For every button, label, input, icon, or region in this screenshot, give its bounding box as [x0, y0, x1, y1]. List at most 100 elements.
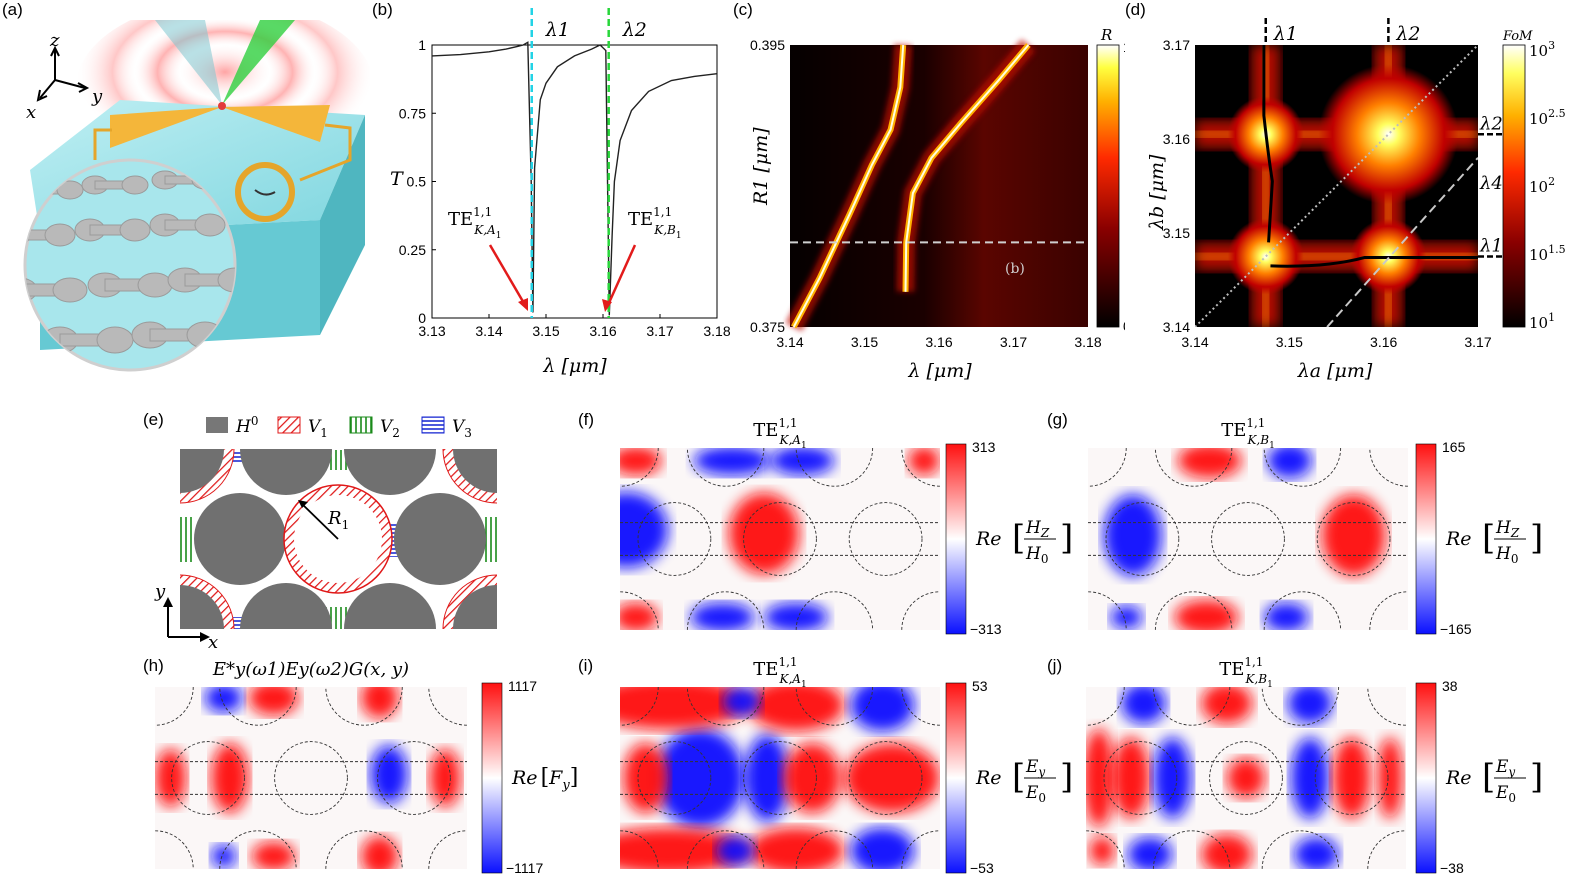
radius-label: R1 — [327, 508, 349, 532]
axis-z-label: z — [49, 30, 60, 51]
geometry-outline — [1316, 502, 1391, 576]
field-lobe — [1377, 737, 1403, 819]
field-lobe — [693, 448, 771, 476]
field-lobe — [211, 743, 249, 813]
chart-b-xtick-label: 3.18 — [703, 323, 730, 339]
chart-b-frame — [431, 44, 718, 319]
field-map-title-j: TE1,1 K,B1 — [1219, 655, 1273, 690]
colorbar-quantity-j: Re — [1445, 767, 1472, 789]
field-lobe — [360, 687, 399, 719]
field-map-f: TE1,1 K,A1 313 −313 Re [] HZ H0 — [620, 416, 1073, 637]
legend-e: H0 V1 V2 V3 — [206, 414, 472, 440]
bracket-close: ] — [1530, 518, 1543, 558]
field-map-title-f: TE1,1 K,A1 — [753, 416, 806, 451]
field-lobe — [748, 687, 844, 732]
chart-b-xtick-label: 3.16 — [589, 323, 616, 339]
field-map-g: TE1,1 K,B1 165 −165 Re [] HZ H0 — [1088, 416, 1543, 637]
chart-d-top-marker-label: λ2 — [1395, 23, 1420, 45]
colorbar-max-i: 53 — [972, 678, 988, 694]
field-lobe — [844, 743, 940, 813]
field-map-title-i: TE1,1 K,A1 — [753, 655, 806, 690]
slab-side-right — [320, 115, 365, 335]
colorbar-j — [1415, 682, 1437, 874]
panel-e-schematic: H0 V1 V2 V3 R1 — [154, 414, 497, 652]
colorbar-min-j: −38 — [1440, 860, 1464, 876]
wiggle — [254, 189, 276, 196]
chart-d-colorbar — [1502, 44, 1526, 328]
geometry-outline — [1105, 502, 1180, 576]
fraction-num: HZ — [1025, 518, 1050, 540]
field-lobe — [744, 734, 790, 822]
chart-b-ylabel: T — [390, 168, 404, 190]
field-map-title-g: TE1,1 K,B1 — [1221, 416, 1275, 451]
field-lobe — [251, 841, 296, 869]
colorbar-quantity-i: Re — [975, 767, 1002, 789]
legend-v3-label: V3 — [452, 417, 472, 440]
axes-triad — [36, 45, 90, 102]
chart-b-xtick-label: 3.13 — [418, 323, 445, 339]
fraction-den: H0 — [1495, 544, 1518, 566]
bracket-open: [ — [1012, 757, 1025, 797]
chart-c-xtick-label: 3.17 — [1000, 334, 1027, 350]
mode-a1-text: TE1,1 K,A1 — [448, 205, 501, 241]
geometry-outline — [325, 687, 403, 726]
panel-label-j: (j) — [1047, 656, 1063, 675]
colorbar-min-g: −165 — [1440, 621, 1472, 637]
field-lobe — [1267, 448, 1312, 479]
geometry-outline — [637, 502, 712, 576]
field-lobe — [204, 687, 243, 713]
chart-d-colorbar-tick: 102.5 — [1529, 107, 1566, 128]
chart-b-ytick-label: 0.75 — [399, 105, 426, 121]
chart-b: 3.13 3.14 3.15 3.16 3.17 3.18 0 0.25 0.5 0.75 1 λ1… — [390, 8, 730, 377]
chart-d-dark-curve-1 — [1262, 45, 1274, 243]
field-lobe — [1174, 599, 1239, 630]
geometry-outline — [637, 741, 712, 815]
geometry-outline — [155, 687, 194, 726]
chart-b-ytick-label: 0.5 — [407, 174, 427, 190]
chart-c-ylabel: R1 [μm] — [750, 127, 772, 206]
fraction-den: E0 — [1495, 783, 1516, 805]
field-lobe — [716, 836, 755, 866]
chart-c-plot — [790, 45, 1088, 327]
colorbar-max-h: 1117 — [508, 678, 537, 694]
colorbar-f — [945, 443, 967, 635]
panel-label-c: (c) — [733, 0, 753, 19]
chart-c-xtick-label: 3.15 — [851, 334, 878, 350]
panel-label-f: (f) — [578, 410, 595, 429]
axis-y-label: y — [91, 86, 103, 107]
field-lobe — [1264, 602, 1309, 630]
colorbar-min-h: −1117 — [506, 860, 543, 876]
colorbar-g — [1415, 443, 1437, 635]
chart-b-ytick-label: 0.25 — [399, 242, 426, 258]
chart-d-diagonal — [1195, 45, 1478, 327]
chart-c-colorbar — [1096, 44, 1120, 328]
field-lobe — [1089, 836, 1115, 866]
field-lobe — [1290, 737, 1330, 819]
geometry-outline — [620, 687, 659, 726]
chart-d-ylabel: λb [μm] — [1146, 154, 1168, 231]
legend-v1-label: V1 — [308, 417, 328, 440]
chart-c-ytick-label: 0.395 — [750, 37, 785, 53]
field-lobe — [1110, 605, 1143, 629]
field-lobe — [620, 492, 668, 568]
unit-cell — [180, 449, 497, 629]
geometry-outline — [219, 687, 297, 726]
arrowhead-a1 — [518, 298, 528, 311]
panel-label-i: (i) — [578, 656, 594, 675]
chart-c-colorbar-title: R — [1100, 26, 1112, 44]
chart-d-ytick-label: 3.15 — [1163, 225, 1190, 241]
field-lobe — [770, 448, 835, 476]
colorbar-quantity-h: Re [Fy] — [511, 765, 578, 793]
chart-c-xlabel: λ [μm] — [907, 360, 972, 382]
chart-d-offset-diagonal — [1326, 157, 1478, 327]
zoom-circle — [23, 158, 237, 372]
chart-d-xtick-label: 3.16 — [1370, 334, 1397, 350]
fraction-num: HZ — [1495, 518, 1520, 540]
chart-d-right-marker-label: λ2 — [1479, 113, 1503, 134]
colorbar-max-j: 38 — [1442, 678, 1458, 694]
field-lobe — [850, 827, 915, 869]
field-lobe — [1287, 687, 1333, 724]
geometry-outline — [1314, 741, 1389, 815]
panel-label-b: (b) — [372, 0, 393, 19]
bowtie-left — [110, 107, 222, 148]
